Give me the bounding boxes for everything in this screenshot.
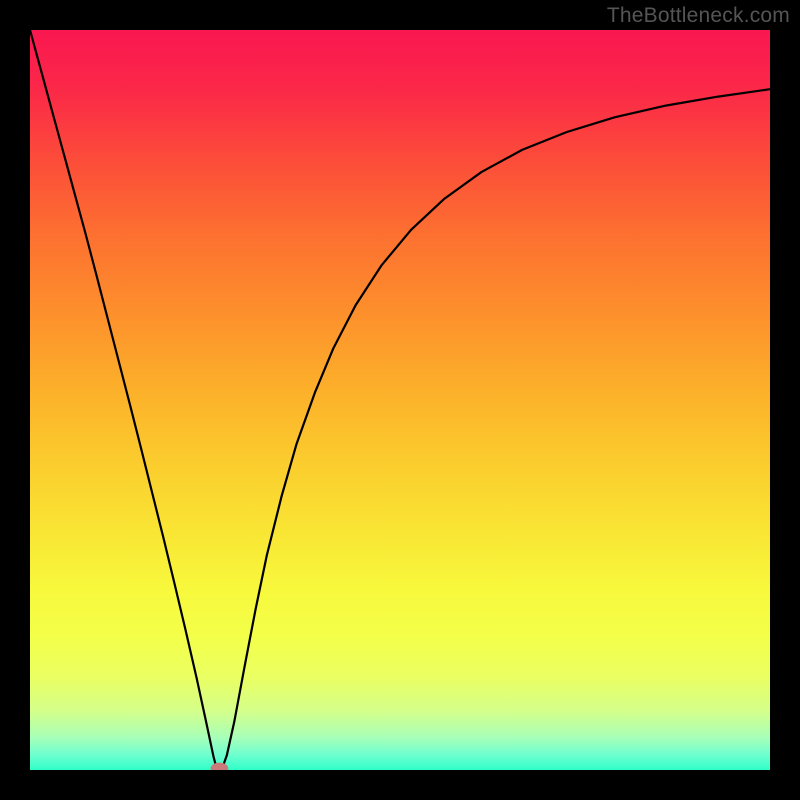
bottleneck-curve — [30, 30, 770, 770]
watermark-text: TheBottleneck.com — [607, 4, 790, 28]
curve-layer — [30, 30, 770, 770]
plot-area — [30, 30, 770, 770]
min-marker — [211, 763, 229, 770]
